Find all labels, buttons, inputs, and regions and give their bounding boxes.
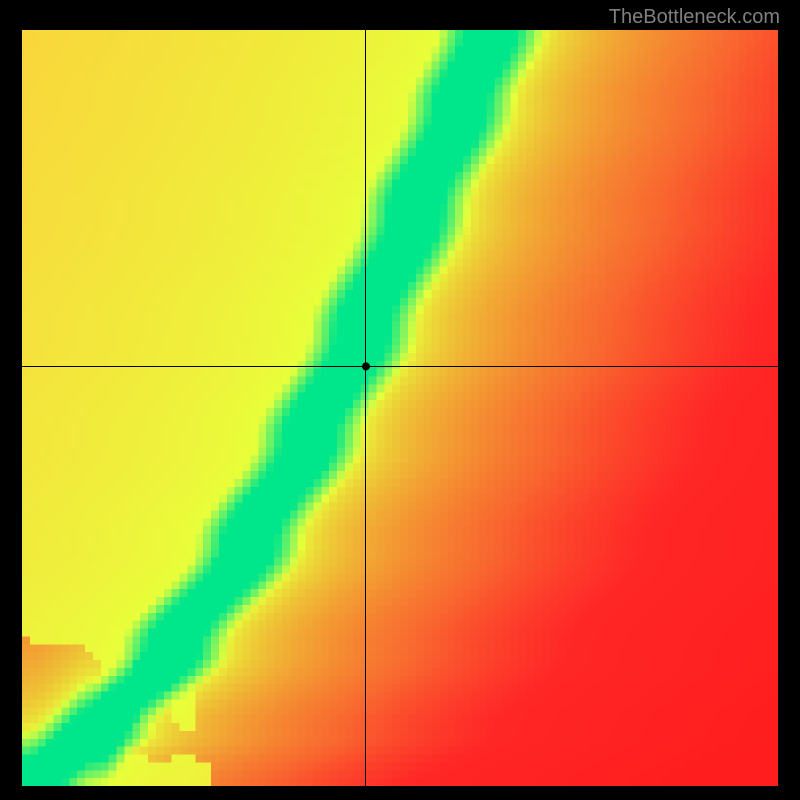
chart-container: { "watermark": "TheBottleneck.com", "cha…: [0, 0, 800, 800]
heatmap-frame: [22, 30, 778, 786]
heatmap-canvas: [22, 30, 778, 786]
watermark-text: TheBottleneck.com: [609, 6, 780, 29]
crosshair-vertical: [365, 30, 366, 786]
crosshair-horizontal: [22, 366, 778, 367]
